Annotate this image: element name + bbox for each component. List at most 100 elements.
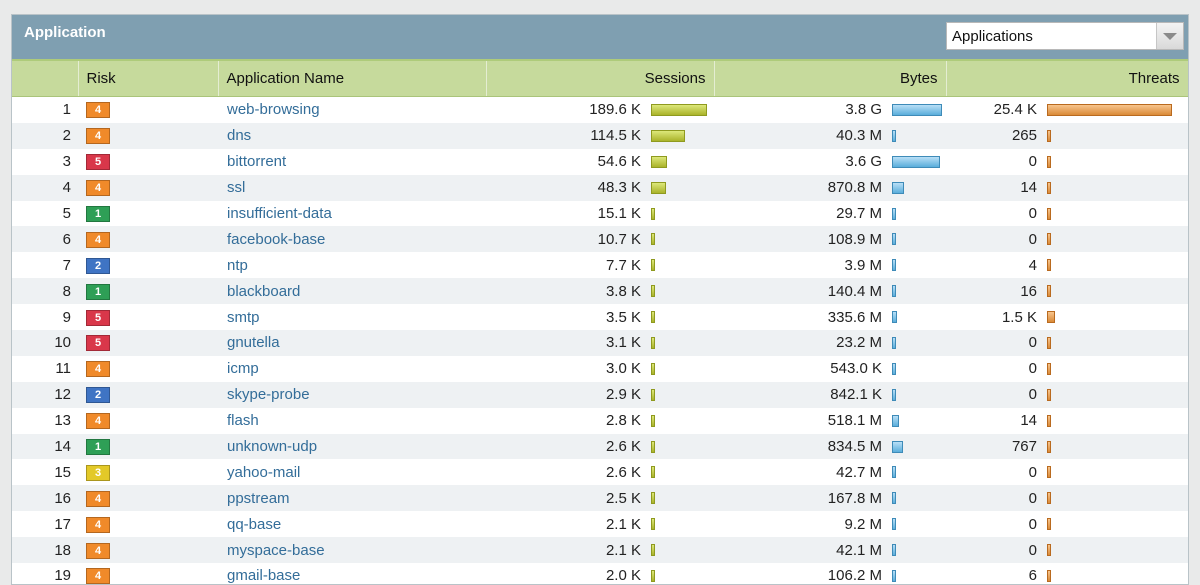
sessions-value: 2.1 K <box>605 515 641 533</box>
application-name-link[interactable]: myspace-base <box>218 537 486 564</box>
risk-badge: 4 <box>86 231 110 248</box>
table-row[interactable]: 17 4 qq-base 2.1 K 9.2 M 0 <box>12 511 1188 537</box>
risk-badge: 5 <box>86 335 110 352</box>
threats-cell: 6 <box>946 563 1188 584</box>
table-row[interactable]: 10 5 gnutella 3.1 K 23.2 M 0 <box>12 330 1188 356</box>
bytes-column-header[interactable]: Bytes <box>714 59 947 97</box>
table-row[interactable]: 15 3 yahoo-mail 2.6 K 42.7 M 0 <box>12 459 1188 485</box>
chevron-down-icon[interactable] <box>1156 23 1183 49</box>
threats-bar <box>1047 129 1051 142</box>
threats-column-header[interactable]: Threats <box>946 59 1188 97</box>
risk-cell: 5 <box>78 330 218 356</box>
application-name-link[interactable]: ppstream <box>218 485 486 512</box>
risk-cell: 4 <box>78 174 218 201</box>
bytes-cell: 9.2 M <box>714 511 946 537</box>
application-name-link[interactable]: unknown-udp <box>218 433 486 460</box>
application-name-link[interactable]: blackboard <box>218 278 486 305</box>
table-row[interactable]: 2 4 dns 114.5 K 40.3 M 265 <box>12 122 1188 149</box>
table-row[interactable]: 7 2 ntp 7.7 K 3.9 M 4 <box>12 252 1188 278</box>
sessions-value: 3.1 K <box>605 334 641 352</box>
application-name-link[interactable]: yahoo-mail <box>227 463 301 481</box>
threats-bar <box>1047 103 1172 116</box>
application-name-link[interactable]: gnutella <box>218 330 486 356</box>
bytes-cell: 42.7 M <box>714 459 946 485</box>
application-name-link[interactable]: bittorrent <box>227 153 287 171</box>
application-name-link[interactable]: flash <box>227 412 259 430</box>
sessions-cell: 2.5 K <box>486 485 714 512</box>
sessions-bar <box>651 285 655 298</box>
table-header-row: Risk Application Name Sessions Bytes Thr… <box>12 59 1188 97</box>
bytes-cell: 335.6 M <box>714 304 946 330</box>
sessions-bar <box>651 518 655 531</box>
table-row[interactable]: 18 4 myspace-base 2.1 K 42.1 M 0 <box>12 537 1188 564</box>
threats-bar <box>1047 181 1051 194</box>
sessions-value: 15.1 K <box>597 205 641 222</box>
name-column-header[interactable]: Application Name <box>218 59 487 97</box>
sessions-value: 2.9 K <box>605 386 641 404</box>
table-row[interactable]: 12 2 skype-probe 2.9 K 842.1 K 0 <box>12 381 1188 408</box>
risk-badge: 4 <box>86 361 110 378</box>
application-table: Risk Application Name Sessions Bytes Thr… <box>12 59 1188 585</box>
sessions-value: 10.7 K <box>597 230 641 248</box>
sessions-cell: 7.7 K <box>486 252 714 278</box>
application-name-link[interactable]: ntp <box>227 256 248 274</box>
view-select[interactable]: Applications <box>946 22 1184 50</box>
risk-badge: 5 <box>86 154 110 171</box>
bytes-cell: 870.8 M <box>714 174 946 201</box>
bytes-cell: 842.1 K <box>714 381 946 408</box>
bytes-value: 3.6 G <box>845 153 882 171</box>
bytes-value: 3.8 G <box>845 101 882 119</box>
threats-value: 0 <box>1028 489 1037 507</box>
application-name-link[interactable]: web-browsing <box>227 101 320 119</box>
threats-cell: 4 <box>946 252 1188 278</box>
risk-badge: 4 <box>86 413 110 430</box>
table-row[interactable]: 14 1 unknown-udp 2.6 K 834.5 M 767 <box>12 433 1188 460</box>
application-name-link[interactable]: qq-base <box>227 515 282 533</box>
application-name-link[interactable]: skype-probe <box>218 381 486 408</box>
sessions-value: 2.0 K <box>605 567 641 585</box>
threats-bar <box>1047 207 1051 220</box>
application-name-link[interactable]: ssl <box>218 174 486 201</box>
sessions-value: 2.6 K <box>605 438 641 456</box>
table-row[interactable]: 6 4 facebook-base 10.7 K 108.9 M 0 <box>12 226 1188 253</box>
application-name-link[interactable]: icmp <box>227 360 259 378</box>
bytes-cell: 140.4 M <box>714 278 946 305</box>
table-row[interactable]: 16 4 ppstream 2.5 K 167.8 M 0 <box>12 485 1188 512</box>
application-name-link[interactable]: gmail-base <box>227 567 301 585</box>
rank-cell: 7 <box>62 256 71 274</box>
table-row[interactable]: 4 4 ssl 48.3 K 870.8 M 14 <box>12 174 1188 201</box>
table-row[interactable]: 11 4 icmp 3.0 K 543.0 K 0 <box>12 356 1188 382</box>
application-name-link[interactable]: facebook-base <box>218 226 486 253</box>
panel-header: Application Applications <box>12 15 1188 59</box>
bytes-value: 42.7 M <box>836 463 882 481</box>
risk-column-header[interactable]: Risk <box>78 59 219 97</box>
bytes-cell: 29.7 M <box>714 201 946 227</box>
bytes-value: 3.9 M <box>844 256 882 274</box>
application-name-link[interactable]: dns <box>218 122 486 149</box>
application-name-link[interactable]: smtp <box>227 308 260 326</box>
rank-cell: 1 <box>62 101 71 119</box>
threats-value: 0 <box>1028 334 1037 352</box>
sessions-cell: 2.1 K <box>486 537 714 564</box>
application-name-link[interactable]: insufficient-data <box>227 205 332 222</box>
threats-value: 1.5 K <box>1001 308 1037 326</box>
sessions-cell: 189.6 K <box>486 97 714 123</box>
bytes-cell: 3.8 G <box>714 97 946 123</box>
sessions-bar <box>651 155 667 168</box>
risk-cell: 4 <box>78 356 218 382</box>
sessions-bar <box>651 207 655 220</box>
table-row[interactable]: 9 5 smtp 3.5 K 335.6 M 1.5 K <box>12 304 1188 330</box>
bytes-value: 29.7 M <box>836 205 882 222</box>
table-row[interactable]: 13 4 flash 2.8 K 518.1 M 14 <box>12 408 1188 434</box>
table-row[interactable]: 19 4 gmail-base 2.0 K 106.2 M 6 <box>12 563 1188 585</box>
table-row[interactable]: 8 1 blackboard 3.8 K 140.4 M 16 <box>12 278 1188 305</box>
table-row[interactable]: 1 4 web-browsing 189.6 K 3.8 G 25.4 K <box>12 97 1188 123</box>
table-row[interactable]: 3 5 bittorrent 54.6 K 3.6 G 0 <box>12 149 1188 175</box>
threats-cell: 0 <box>946 356 1188 382</box>
rank-column-header[interactable] <box>12 59 79 97</box>
sessions-cell: 54.6 K <box>486 149 714 175</box>
sessions-value: 3.0 K <box>605 360 641 378</box>
sessions-column-header[interactable]: Sessions <box>486 59 715 97</box>
table-row[interactable]: 5 1 insufficient-data 15.1 K 29.7 M 0 <box>12 201 1188 227</box>
threats-value: 0 <box>1028 360 1037 378</box>
